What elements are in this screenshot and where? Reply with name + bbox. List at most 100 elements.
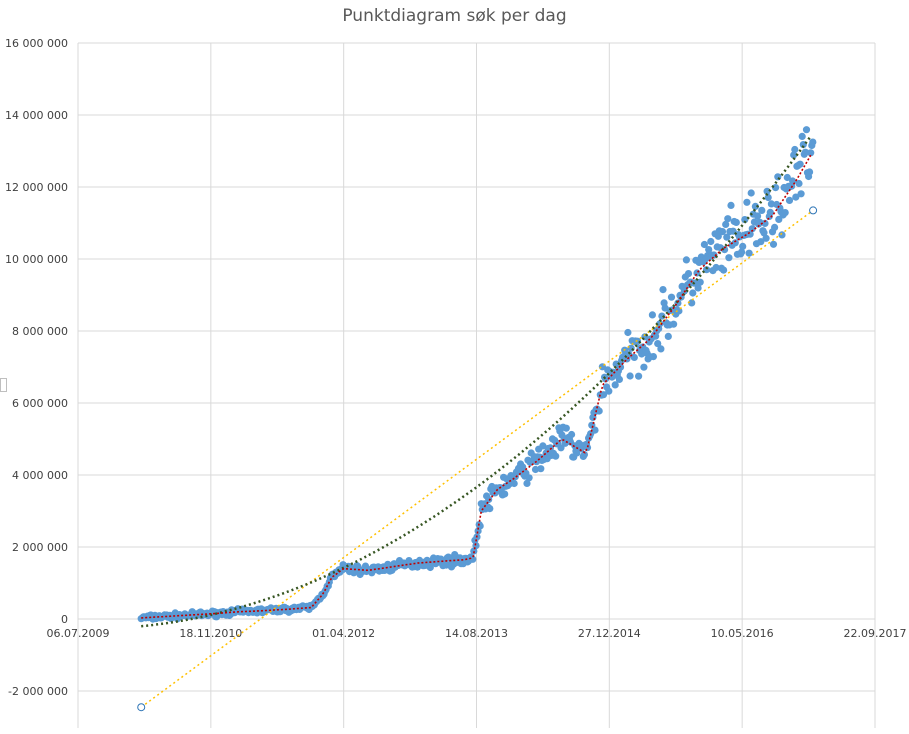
- y-tick-label: 8 000 000: [12, 325, 68, 338]
- data-point: [703, 266, 711, 274]
- x-tick-label: 27.12.2014: [578, 627, 641, 640]
- data-point: [648, 311, 657, 319]
- data-point: [792, 193, 800, 201]
- data-point: [732, 218, 740, 226]
- data-point: [772, 184, 780, 192]
- resize-handle[interactable]: [0, 378, 7, 392]
- data-point: [785, 196, 794, 204]
- x-tick-label: 06.07.2009: [47, 627, 110, 640]
- data-point: [714, 232, 722, 240]
- data-point: [519, 463, 527, 471]
- y-tick-label: 6 000 000: [12, 397, 68, 410]
- data-point: [700, 240, 709, 249]
- data-point: [781, 209, 789, 217]
- data-point: [649, 353, 658, 361]
- data-point: [664, 332, 672, 340]
- data-point: [764, 193, 772, 202]
- x-tick-label: 14.08.2013: [445, 627, 508, 640]
- data-point: [657, 345, 665, 353]
- data-point: [718, 228, 727, 236]
- data-point: [723, 233, 731, 241]
- y-tick-label: 0: [61, 613, 68, 626]
- x-tick-label: 22.09.2017: [844, 627, 907, 640]
- data-point: [757, 238, 765, 246]
- chart-title: Punktdiagram søk per dag: [342, 6, 567, 26]
- data-point: [720, 266, 728, 274]
- y-tick-label: 4 000 000: [12, 469, 68, 482]
- data-point: [802, 126, 811, 134]
- data-point: [552, 452, 560, 460]
- data-point: [684, 270, 693, 278]
- data-point: [807, 149, 815, 157]
- data-point: [739, 242, 747, 250]
- y-tick-label: 16 000 000: [5, 37, 68, 50]
- data-point: [599, 391, 608, 399]
- data-point: [557, 444, 565, 452]
- y-tick-label: -2 000 000: [8, 685, 68, 698]
- data-point: [774, 173, 782, 181]
- data-point: [745, 249, 753, 257]
- y-tick-label: 2 000 000: [12, 541, 68, 554]
- data-point: [531, 465, 540, 474]
- data-point: [624, 328, 632, 337]
- data-point: [696, 278, 704, 286]
- data-point: [486, 505, 494, 513]
- data-point: [783, 173, 791, 182]
- data-point: [760, 229, 768, 237]
- data-point: [771, 223, 779, 231]
- data-point: [510, 479, 518, 488]
- data-point: [775, 215, 783, 223]
- data-point: [635, 372, 643, 380]
- trend-lines: [137, 135, 818, 712]
- grid: [77, 42, 876, 728]
- data-point: [627, 344, 635, 352]
- data-point: [670, 320, 678, 328]
- data-point: [525, 474, 533, 482]
- data-point: [809, 138, 817, 146]
- data-point: [748, 225, 756, 233]
- data-point: [746, 230, 754, 238]
- data-point: [611, 381, 619, 389]
- y-tick-label: 12 000 000: [5, 181, 68, 194]
- x-axis-labels: 06.07.2009 18.11.2010 01.04.2012 14.08.2013…: [47, 627, 907, 640]
- x-tick-label: 18.11.2010: [179, 627, 242, 640]
- data-point: [743, 198, 751, 206]
- data-point: [707, 237, 715, 246]
- data-point: [595, 407, 603, 415]
- data-point: [758, 206, 766, 214]
- data-point: [694, 284, 702, 292]
- data-point: [591, 426, 599, 434]
- data-point: [605, 387, 613, 395]
- data-point: [689, 289, 697, 297]
- data-point: [654, 340, 662, 348]
- data-point: [796, 160, 804, 168]
- data-point: [797, 190, 805, 198]
- data-point: [470, 547, 478, 555]
- data-point: [790, 151, 798, 159]
- data-point: [626, 372, 634, 380]
- data-point: [791, 145, 799, 154]
- y-tick-label: 14 000 000: [5, 109, 68, 122]
- y-tick-label: 10 000 000: [5, 253, 68, 266]
- trend-endpoint-marker: [137, 703, 146, 712]
- data-point: [580, 451, 589, 459]
- data-point: [712, 263, 720, 272]
- data-point: [469, 555, 477, 563]
- data-point: [705, 246, 713, 254]
- data-point: [630, 353, 638, 361]
- data-point: [562, 424, 570, 432]
- moving-average-line: [141, 154, 812, 619]
- y-axis-labels: -2 000 000 0 2 000 000 4 000 000 6 000 000 8 …: [5, 37, 68, 698]
- data-point: [537, 465, 545, 473]
- data-point: [725, 254, 733, 262]
- data-point: [640, 363, 648, 371]
- data-point: [722, 220, 730, 228]
- data-point: [738, 248, 746, 256]
- data-point: [616, 363, 625, 371]
- data-point: [778, 231, 786, 239]
- data-point: [485, 495, 493, 504]
- x-tick-label: 10.05.2016: [711, 627, 774, 640]
- data-point: [682, 256, 691, 264]
- data-point: [767, 200, 776, 208]
